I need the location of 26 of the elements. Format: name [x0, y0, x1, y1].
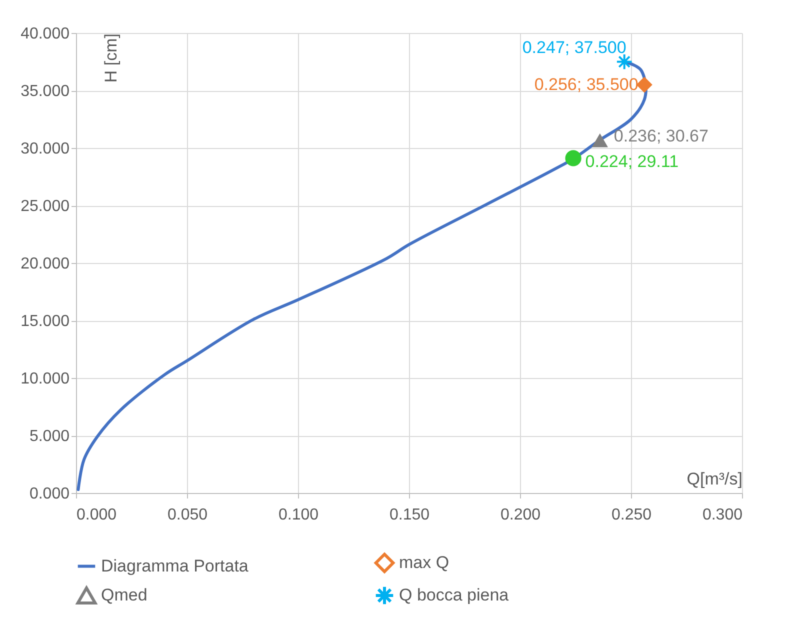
x-tick-label: 0.000	[76, 506, 117, 524]
x-tick-label: 0.100	[278, 506, 319, 524]
x-tick-label: 0.300	[702, 506, 743, 524]
y-tick-label: 20.000	[20, 256, 70, 272]
x-tick-label: 0.050	[167, 506, 208, 524]
data-label: 0.256; 35.500	[534, 74, 638, 94]
x-axis-title: Q[m³/s]	[686, 470, 742, 488]
data-label: 0.224; 29.11	[585, 152, 679, 172]
y-tick-label: 0.000	[29, 486, 70, 502]
y-tick-label: 35.000	[20, 83, 70, 100]
y-axis-title: H [cm]	[102, 34, 120, 83]
y-tick-label: 15.000	[20, 313, 70, 330]
y-tick-label: 10.000	[20, 370, 70, 388]
x-tick-label: 0.200	[500, 506, 541, 524]
y-tick-label: 5.000	[29, 428, 70, 445]
data-label: 0.236; 30.67	[614, 126, 708, 146]
y-tick-label: 30.000	[20, 140, 70, 158]
y-tick-label: 40.000	[20, 26, 70, 42]
legend-label: max Q	[399, 552, 450, 572]
x-tick-label: 0.150	[389, 506, 430, 524]
legend-label: Diagramma Portata	[101, 556, 249, 576]
data-label: 0.247; 37.500	[522, 38, 626, 57]
y-tick-label: 25.000	[20, 198, 70, 215]
x-tick-label: 0.250	[611, 506, 652, 524]
legend-label: Qmed	[101, 586, 148, 604]
legend-label: Q bocca piena	[399, 586, 510, 604]
